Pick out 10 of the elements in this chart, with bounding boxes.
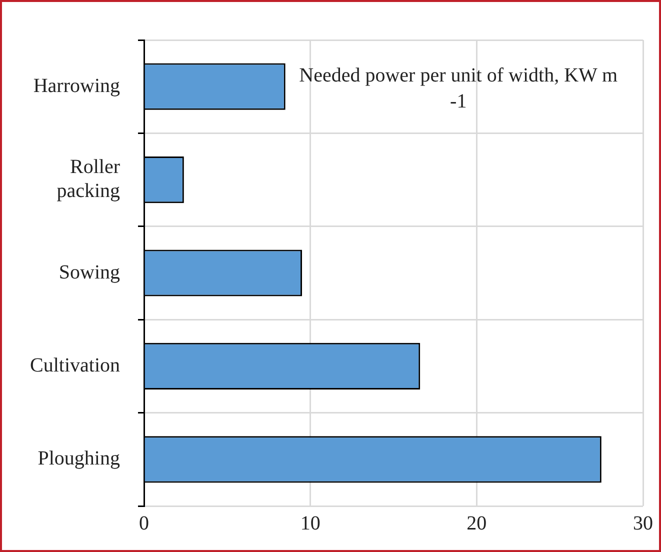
y-tick-label: Ploughing [38, 448, 120, 470]
x-tick-label: 0 [139, 512, 149, 534]
y-tick-label: Cultivation [30, 354, 120, 376]
x-tick-label: 30 [633, 512, 653, 534]
x-tick-label: 20 [466, 512, 487, 534]
x-tick-label: 10 [300, 512, 320, 534]
y-tick-label: Sowing [58, 261, 120, 284]
text: Needed power per unit of width, KW m -1 [299, 64, 618, 112]
y-tick-label: Roller packing [56, 156, 120, 202]
y-tick-label: Harrowing [33, 74, 120, 97]
